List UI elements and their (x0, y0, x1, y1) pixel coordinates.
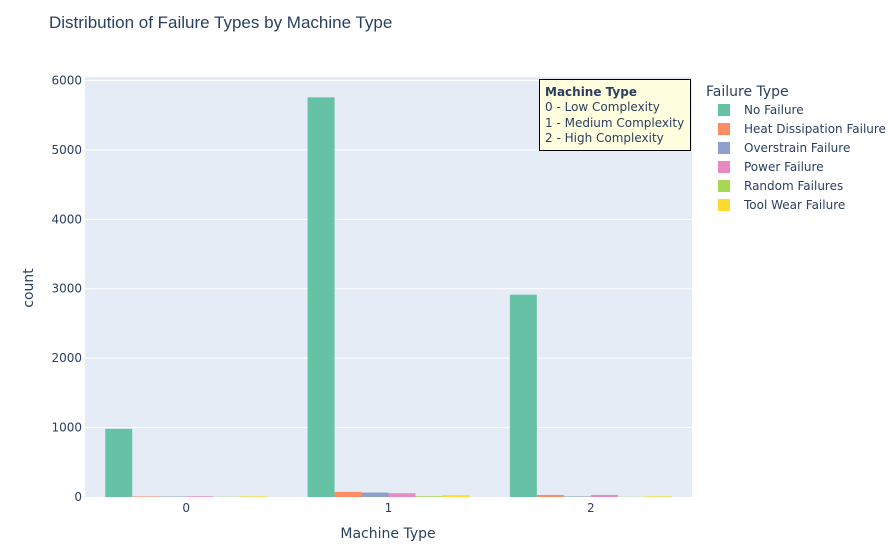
legend-item[interactable]: Overstrain Failure (718, 141, 850, 155)
legend-swatch (718, 161, 730, 173)
legend-label: No Failure (744, 103, 804, 117)
annotation-line: 2 - High Complexity (545, 131, 664, 145)
legend-swatch (718, 142, 730, 154)
legend-item[interactable]: Tool Wear Failure (718, 198, 845, 212)
y-tick-label: 3000 (51, 282, 82, 296)
legend-swatch (718, 199, 730, 211)
y-tick-label: 2000 (51, 351, 82, 365)
bar (509, 294, 537, 497)
bar (442, 495, 470, 497)
x-tick-label: 2 (587, 501, 595, 515)
x-tick-label: 1 (385, 501, 393, 515)
bar (307, 97, 335, 498)
bar (415, 496, 443, 497)
bar (132, 496, 160, 497)
legend-label: Heat Dissipation Failure (744, 122, 886, 136)
bar (334, 491, 362, 497)
y-tick-label: 1000 (51, 421, 82, 435)
y-tick-label: 4000 (51, 212, 82, 226)
legend-label: Power Failure (744, 160, 824, 174)
legend-swatch (718, 123, 730, 135)
legend: Failure Type No Failure Heat Dissipation … (706, 84, 886, 212)
y-axis-title: count (21, 268, 37, 308)
x-tick-label: 0 (182, 501, 190, 515)
bar (105, 428, 133, 497)
legend-swatch (718, 104, 730, 116)
y-tick-label: 5000 (51, 143, 82, 157)
legend-label: Random Failures (744, 179, 843, 193)
bar (536, 494, 564, 497)
bar (590, 494, 618, 497)
annotation-heading: Machine Type (545, 85, 637, 99)
annotation-box (539, 79, 691, 151)
bar (644, 496, 672, 497)
bar (186, 496, 214, 497)
legend-title: Failure Type (706, 84, 789, 100)
legend-item[interactable]: No Failure (718, 103, 804, 117)
bar (361, 492, 389, 497)
bar (240, 496, 268, 497)
bar (563, 496, 591, 497)
legend-item[interactable]: Random Failures (718, 179, 843, 193)
annotation-line: 1 - Medium Complexity (545, 116, 684, 130)
x-axis-title: Machine Type (340, 526, 435, 542)
legend-item[interactable]: Heat Dissipation Failure (718, 122, 886, 136)
legend-label: Overstrain Failure (744, 141, 850, 155)
machine-type-annotation: Machine Type 0 - Low Complexity 1 - Medi… (539, 79, 691, 151)
annotation-line: 0 - Low Complexity (545, 100, 660, 114)
legend-item[interactable]: Power Failure (718, 160, 824, 174)
y-tick-label: 0 (74, 490, 82, 504)
y-tick-label: 6000 (51, 73, 82, 87)
bar (388, 493, 416, 497)
legend-swatch (718, 180, 730, 192)
legend-label: Tool Wear Failure (743, 198, 845, 212)
chart-title: Distribution of Failure Types by Machine… (49, 13, 392, 32)
